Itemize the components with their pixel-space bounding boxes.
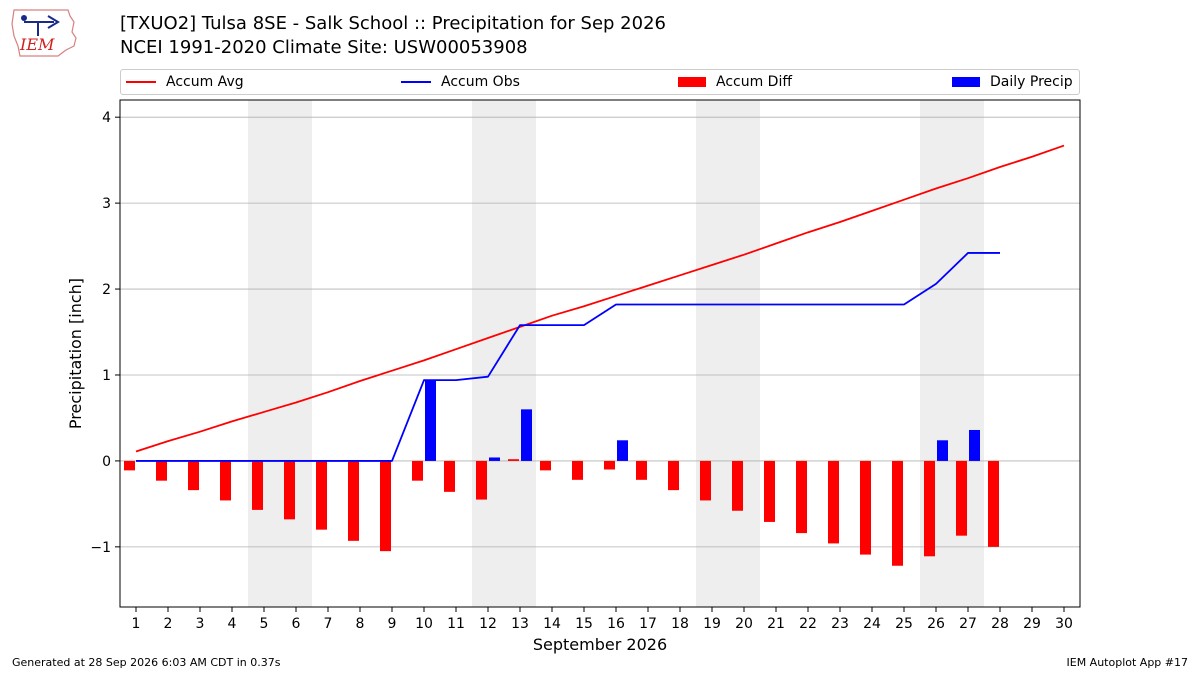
weekend-band-1 — [472, 100, 536, 607]
xtick-label-17: 17 — [639, 616, 657, 632]
legend-item-daily-precip: Daily Precip — [952, 70, 1073, 94]
xtick-label-11: 11 — [447, 616, 465, 632]
bar-accum-diff-day-2 — [156, 460, 167, 481]
bar-accum-diff-day-9 — [380, 460, 391, 552]
legend-item-accum-avg: Accum Avg — [126, 70, 244, 94]
chart-subtitle: NCEI 1991-2020 Climate Site: USW00053908 — [120, 37, 528, 58]
xtick-label-2: 2 — [164, 616, 173, 632]
xtick-label-7: 7 — [324, 616, 333, 632]
xtick-label-30: 30 — [1055, 616, 1073, 632]
xtick-label-23: 23 — [831, 616, 849, 632]
weekend-band-2 — [696, 100, 760, 607]
logo-lettering: IEM — [19, 35, 55, 54]
xtick-label-21: 21 — [767, 616, 785, 632]
bar-accum-diff-day-25 — [892, 460, 903, 566]
legend-swatch-accum-obs — [401, 81, 431, 83]
iem-logo-graphic: IEM — [11, 9, 77, 57]
bar-accum-diff-day-18 — [668, 460, 679, 491]
xtick-label-29: 29 — [1023, 616, 1041, 632]
ytick-label-3: 2 — [102, 282, 111, 298]
bar-accum-diff-day-27 — [956, 460, 967, 536]
bar-accum-diff-day-21 — [764, 460, 775, 522]
legend-swatch-accum-avg — [126, 81, 156, 83]
legend-item-accum-diff: Accum Diff — [678, 70, 792, 94]
xtick-label-24: 24 — [863, 616, 881, 632]
ytick-label-4: 3 — [102, 196, 111, 212]
bar-accum-diff-day-15 — [572, 460, 583, 480]
bar-accum-diff-day-26 — [924, 460, 935, 557]
xtick-label-18: 18 — [671, 616, 689, 632]
xtick-label-26: 26 — [927, 616, 945, 632]
plot-frame — [119, 99, 1081, 608]
bar-accum-diff-day-3 — [188, 460, 199, 491]
xtick-label-22: 22 — [799, 616, 817, 632]
xtick-label-1: 1 — [132, 616, 141, 632]
ytick-label-2: 1 — [102, 368, 111, 384]
bar-daily-precip-day-12 — [489, 457, 500, 461]
iem-logo: IEM — [8, 6, 80, 60]
xtick-label-19: 19 — [703, 616, 721, 632]
xtick-label-27: 27 — [959, 616, 977, 632]
bar-accum-diff-day-10 — [412, 460, 423, 481]
legend-label-daily-precip: Daily Precip — [990, 74, 1073, 90]
bar-accum-diff-day-12 — [476, 460, 487, 500]
bar-accum-diff-day-13 — [508, 459, 519, 461]
bar-accum-diff-day-23 — [828, 460, 839, 544]
xtick-label-15: 15 — [575, 616, 593, 632]
xtick-label-16: 16 — [607, 616, 625, 632]
xtick-label-6: 6 — [292, 616, 301, 632]
line-accum-obs — [136, 252, 1000, 462]
bar-accum-diff-day-8 — [348, 460, 359, 541]
xtick-label-4: 4 — [228, 616, 237, 632]
weekend-band-0 — [248, 100, 312, 607]
bar-accum-diff-day-20 — [732, 460, 743, 511]
bar-accum-diff-day-11 — [444, 460, 455, 492]
bar-accum-diff-day-28 — [988, 460, 999, 547]
bar-daily-precip-day-27 — [969, 429, 980, 461]
bar-accum-diff-day-4 — [220, 460, 231, 501]
bar-accum-diff-day-16 — [604, 460, 615, 470]
bar-accum-diff-day-1 — [124, 460, 135, 471]
bar-accum-diff-day-22 — [796, 460, 807, 534]
ytick-label-5: 4 — [102, 110, 111, 126]
legend-label-accum-obs: Accum Obs — [441, 74, 520, 90]
xtick-label-14: 14 — [543, 616, 561, 632]
bar-accum-diff-day-24 — [860, 460, 871, 555]
xtick-label-10: 10 — [415, 616, 433, 632]
xtick-label-3: 3 — [196, 616, 205, 632]
bar-daily-precip-day-16 — [617, 440, 628, 461]
footer-app: IEM Autoplot App #17 — [1066, 656, 1189, 669]
xtick-label-9: 9 — [388, 616, 397, 632]
chart-title: [TXUO2] Tulsa 8SE - Salk School :: Preci… — [120, 13, 666, 34]
xtick-label-28: 28 — [991, 616, 1009, 632]
bar-accum-diff-day-17 — [636, 460, 647, 480]
xtick-label-25: 25 — [895, 616, 913, 632]
legend-swatch-accum-diff — [678, 77, 706, 87]
bar-daily-precip-day-26 — [937, 440, 948, 461]
xtick-label-8: 8 — [356, 616, 365, 632]
bar-accum-diff-day-5 — [252, 460, 263, 510]
legend: Accum Avg Accum Obs Accum Diff Daily Pre… — [120, 69, 1080, 95]
bar-daily-precip-day-10 — [425, 380, 436, 461]
bar-accum-diff-day-14 — [540, 460, 551, 471]
xtick-label-20: 20 — [735, 616, 753, 632]
footer-generated: Generated at 28 Sep 2026 6:03 AM CDT in … — [12, 656, 281, 669]
x-axis-label: September 2026 — [533, 635, 667, 654]
bar-accum-diff-day-19 — [700, 460, 711, 501]
bar-daily-precip-day-13 — [521, 409, 532, 461]
y-axis-label: Precipitation [inch] — [66, 278, 85, 429]
bar-accum-diff-day-6 — [284, 460, 295, 520]
ytick-label-0: −1 — [90, 540, 111, 556]
legend-label-accum-avg: Accum Avg — [166, 74, 244, 90]
legend-label-accum-diff: Accum Diff — [716, 74, 793, 90]
legend-item-accum-obs: Accum Obs — [401, 70, 520, 94]
line-accum-avg — [135, 144, 1065, 453]
xtick-label-12: 12 — [479, 616, 497, 632]
xtick-label-13: 13 — [511, 616, 529, 632]
ytick-label-1: 0 — [102, 454, 111, 470]
legend-swatch-daily-precip — [952, 77, 980, 87]
xtick-label-5: 5 — [260, 616, 269, 632]
bar-accum-diff-day-7 — [316, 460, 327, 530]
